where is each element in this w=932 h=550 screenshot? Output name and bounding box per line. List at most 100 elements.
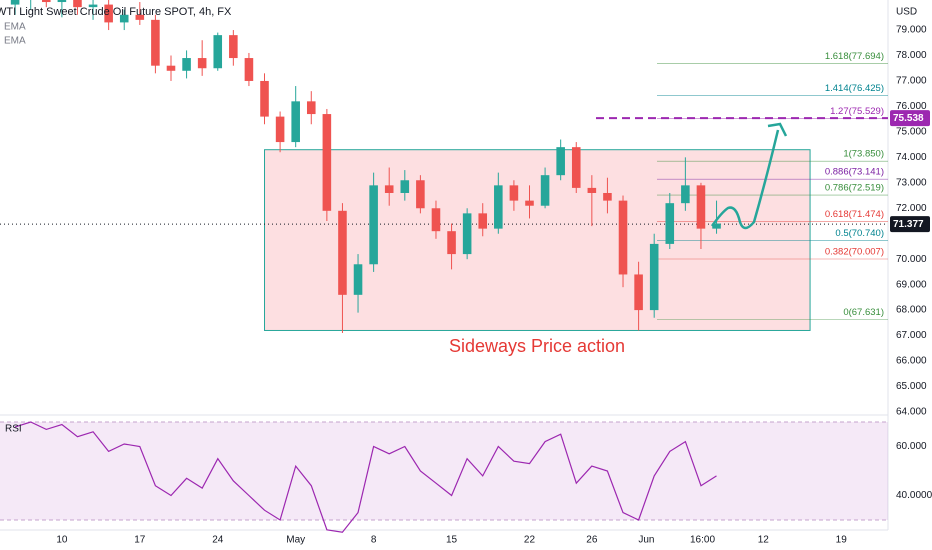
candle-body	[603, 192, 612, 201]
candle-body	[338, 210, 347, 295]
candle-body	[197, 58, 207, 69]
fib-label: 0(67.631)	[843, 307, 884, 318]
indicator-label: EMA	[4, 36, 26, 47]
candle-body	[135, 14, 145, 20]
chart-title: WTI Light Sweet Crude Oil Future SPOT, 4…	[0, 6, 232, 18]
y-tick-label: 66.000	[896, 356, 927, 367]
candle-body	[182, 58, 191, 71]
candle-body	[104, 4, 113, 23]
candle-body	[151, 19, 160, 66]
y-tick-label: 69.000	[896, 279, 927, 290]
candle-body	[571, 147, 581, 188]
candle-body	[384, 185, 394, 193]
x-tick-label: 24	[212, 535, 224, 546]
candle-body	[649, 243, 659, 311]
candle-body	[634, 274, 643, 311]
price-tag-label: 75.538	[893, 113, 924, 124]
y-tick-label: 70.000	[896, 254, 927, 265]
candle-body	[431, 208, 441, 232]
candle-body	[73, 0, 82, 8]
price-tag	[890, 216, 930, 233]
rsi-band	[0, 422, 888, 520]
candle-body	[618, 200, 628, 275]
y-tick-label: 77.000	[896, 76, 927, 87]
annotation: Sideways Price action	[449, 336, 625, 356]
y-tick-label: 64.000	[896, 407, 927, 418]
candle-body	[229, 35, 238, 59]
x-tick-label: 15	[446, 535, 458, 546]
candle-body	[10, 0, 20, 5]
fib-label: 0.5(70.740)	[835, 228, 884, 239]
y-tick-label: 73.000	[896, 177, 927, 188]
candle-body	[213, 35, 223, 69]
fib-label: 0.382(70.007)	[825, 247, 884, 258]
candle-body	[509, 185, 519, 201]
candle-body	[353, 264, 363, 295]
candle-body	[696, 185, 706, 229]
currency: USD	[896, 7, 917, 18]
x-tick-label: May	[286, 535, 305, 546]
x-tick-label: 8	[371, 535, 377, 546]
y-tick-label: 75.000	[896, 127, 927, 138]
fib-label: 1.27(75.529)	[830, 106, 884, 117]
candle-body	[665, 203, 675, 244]
fib-label: 0.786(72.519)	[825, 183, 884, 194]
y-tick-label: 74.000	[896, 152, 927, 163]
candle-body	[494, 185, 503, 229]
candle-body	[306, 101, 316, 115]
candle-body	[556, 147, 565, 176]
x-tick-label: 19	[836, 535, 848, 546]
y-tick-label: 65.000	[896, 381, 927, 392]
candle-body	[42, 0, 51, 3]
candle-body	[681, 185, 690, 204]
projection-arrow	[710, 129, 780, 230]
x-tick-label: 22	[524, 535, 536, 546]
fib-label: 1.414(76.425)	[825, 83, 884, 94]
candle-body	[369, 185, 378, 265]
price-tag-label: 71.377	[893, 219, 924, 230]
candle-body	[260, 80, 269, 117]
y-tick-label: 72.000	[896, 203, 927, 214]
x-tick-label: Jun	[638, 535, 654, 546]
candle-body	[587, 187, 597, 193]
fib-label: 0.886(73.141)	[825, 167, 884, 178]
x-tick-label: 16:00	[690, 535, 715, 546]
plot: Sideways Price action 1.618(77.694) 1.414(…	[0, 0, 888, 533]
candle-body	[447, 231, 456, 255]
candle-body	[291, 101, 300, 143]
rsi-label: RSI	[5, 424, 22, 435]
candle-body	[244, 58, 254, 81]
fib-label: 1.618(77.694)	[825, 51, 884, 62]
candle-body	[525, 200, 534, 206]
indicator-label: EMA	[4, 22, 26, 33]
candle-body	[119, 14, 129, 23]
candle-body	[416, 180, 425, 209]
y-tick-label: 68.000	[896, 305, 927, 316]
candle-body	[322, 114, 332, 211]
candle-body	[400, 180, 410, 193]
projection-arrow-head	[767, 122, 788, 137]
rsi-tick-label: 60.000	[896, 441, 927, 452]
x-tick-label: 26	[586, 535, 598, 546]
x-tick-label: 17	[134, 535, 146, 546]
y-tick-label: 67.000	[896, 330, 927, 341]
x-tick-label: 12	[758, 535, 770, 546]
candle-body	[540, 175, 550, 206]
candle-body	[478, 213, 488, 229]
x-tick-label: 10	[56, 535, 68, 546]
y-tick-label: 78.000	[896, 50, 927, 61]
fib-label: 1(73.850)	[843, 149, 884, 160]
rsi-tick-label: 40.0000	[896, 490, 932, 501]
price-tag	[890, 110, 930, 127]
y-tick-label: 76.000	[896, 101, 927, 112]
candle-body	[166, 65, 176, 71]
candle-body	[88, 4, 98, 8]
rsi-line	[14, 421, 717, 533]
candle-body	[275, 116, 285, 143]
candle-body	[462, 213, 472, 255]
candle-body	[712, 223, 721, 229]
candle-body	[57, 0, 67, 3]
y-tick-label: 79.000	[896, 25, 927, 36]
